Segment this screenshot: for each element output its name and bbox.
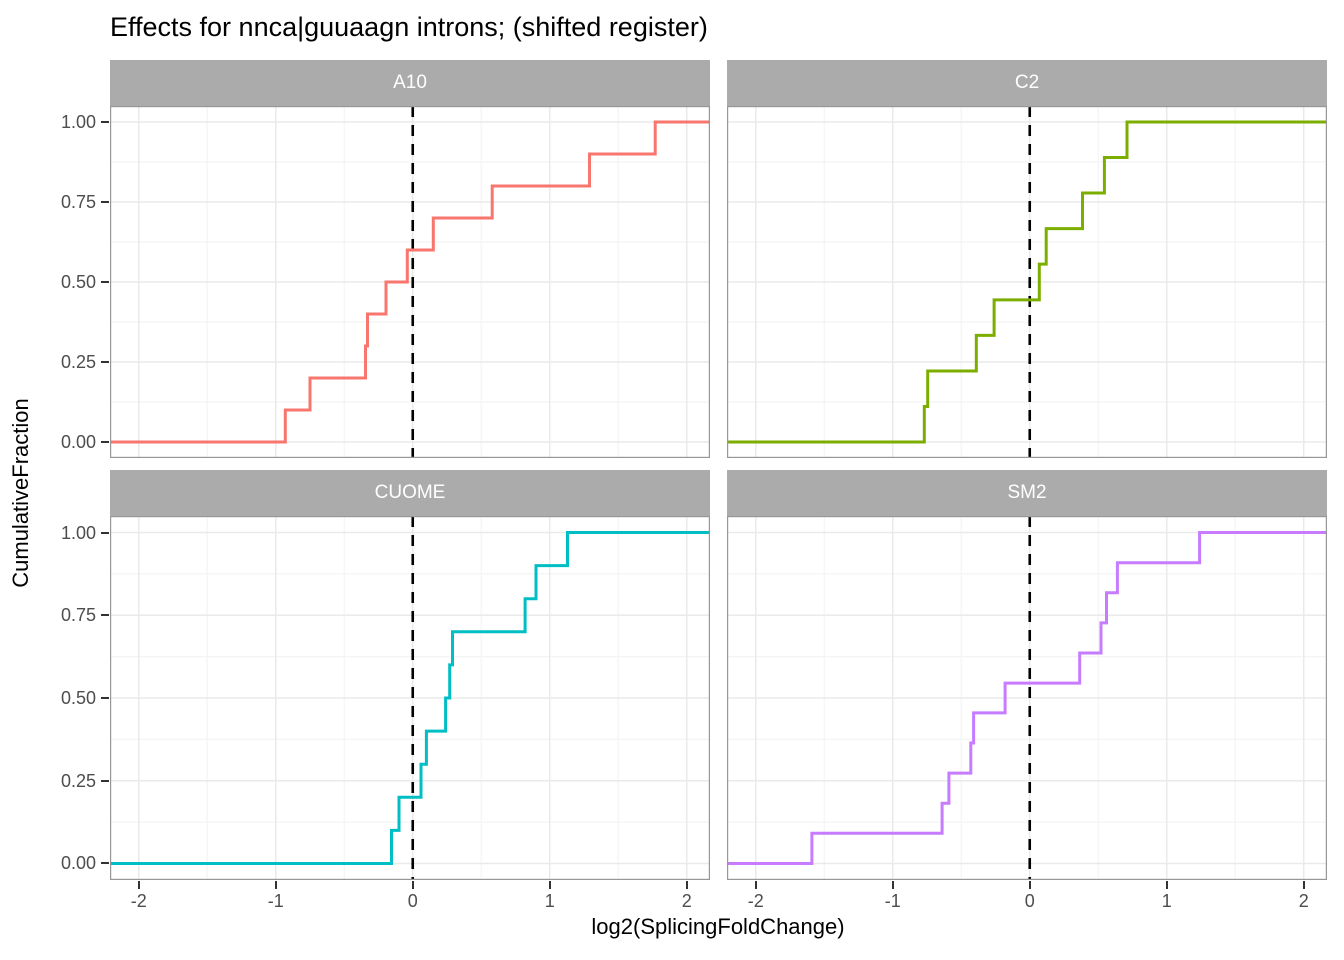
x-tick-label: 1 xyxy=(544,891,555,911)
y-tick-label: 0.00 xyxy=(60,853,96,874)
x-tick-label: 0 xyxy=(1024,891,1035,911)
y-tick-label: 0.75 xyxy=(60,192,96,212)
y-tick-label: 0.75 xyxy=(60,605,96,626)
y-tick-mark xyxy=(101,614,109,617)
x-tick-mark xyxy=(274,881,277,889)
facet-c2: C2 xyxy=(727,60,1327,458)
facet-sm2: SM2 xyxy=(727,470,1327,880)
facet-panel-c2 xyxy=(727,106,1327,458)
x-tick-mark xyxy=(411,881,414,889)
x-tick-label: -2 xyxy=(130,891,147,911)
ecdf-step-line-sm2 xyxy=(727,531,1327,865)
x-tick-label: 1 xyxy=(1161,891,1172,911)
x-tick-mark xyxy=(137,881,140,889)
facet-strip-label: A10 xyxy=(393,72,427,93)
facet-strip-label: CUOME xyxy=(374,482,446,503)
facet-panel-a10 xyxy=(110,106,710,458)
x-tick-label: 2 xyxy=(1298,891,1309,911)
x-tick-mark xyxy=(1165,881,1168,889)
x-tick-mark xyxy=(891,881,894,889)
y-tick-mark xyxy=(101,779,109,782)
y-tick-mark xyxy=(101,201,109,203)
x-tick-label: 0 xyxy=(407,891,418,911)
ecdf-step-line-a10 xyxy=(110,120,710,444)
x-tick-label: -1 xyxy=(267,891,284,911)
facet-strip-sm2: SM2 xyxy=(727,470,1327,516)
facet-a10: A10 xyxy=(110,60,710,458)
x-tick-mark xyxy=(548,881,551,889)
y-axis-title: CumulativeFraction xyxy=(8,398,33,588)
x-tick-label: -1 xyxy=(884,891,901,911)
facet-strip-cuome: CUOME xyxy=(110,470,710,516)
ecdf-step-line-cuome xyxy=(110,531,710,865)
ecdf-step-line-c2 xyxy=(727,120,1327,444)
y-tick-label: 0.00 xyxy=(60,432,96,452)
x-axis-title: log2(SplicingFoldChange) xyxy=(591,914,845,939)
x-tick-mark xyxy=(685,881,688,889)
facet-panel-cuome xyxy=(110,516,710,880)
y-tick-mark xyxy=(101,441,109,443)
y-tick-mark xyxy=(101,281,109,283)
y-tick-mark xyxy=(101,862,109,865)
facet-strip-a10: A10 xyxy=(110,60,710,106)
x-tick-mark xyxy=(754,881,757,889)
facet-strip-label: SM2 xyxy=(1007,482,1047,503)
facet-strip-label: C2 xyxy=(1014,72,1040,93)
x-tick-label: -2 xyxy=(747,891,764,911)
y-tick-label: 0.25 xyxy=(60,352,96,372)
y-tick-label: 1.00 xyxy=(60,112,96,132)
y-tick-mark xyxy=(101,121,109,123)
y-tick-label: 0.25 xyxy=(60,770,96,791)
facet-panel-sm2 xyxy=(727,516,1327,880)
x-tick-mark xyxy=(1028,881,1031,889)
x-tick-label: 2 xyxy=(681,891,692,911)
chart-title: Effects for nnca|guuaagn introns; (shift… xyxy=(110,12,708,42)
y-tick-label: 0.50 xyxy=(60,688,96,708)
y-tick-mark xyxy=(101,531,109,534)
y-tick-mark xyxy=(101,697,109,699)
x-tick-mark xyxy=(1302,881,1305,889)
facet-strip-c2: C2 xyxy=(727,60,1327,106)
y-tick-mark xyxy=(101,361,109,363)
y-tick-label: 0.50 xyxy=(60,272,96,292)
y-tick-label: 1.00 xyxy=(60,522,96,543)
facet-cuome: CUOME xyxy=(110,470,710,880)
